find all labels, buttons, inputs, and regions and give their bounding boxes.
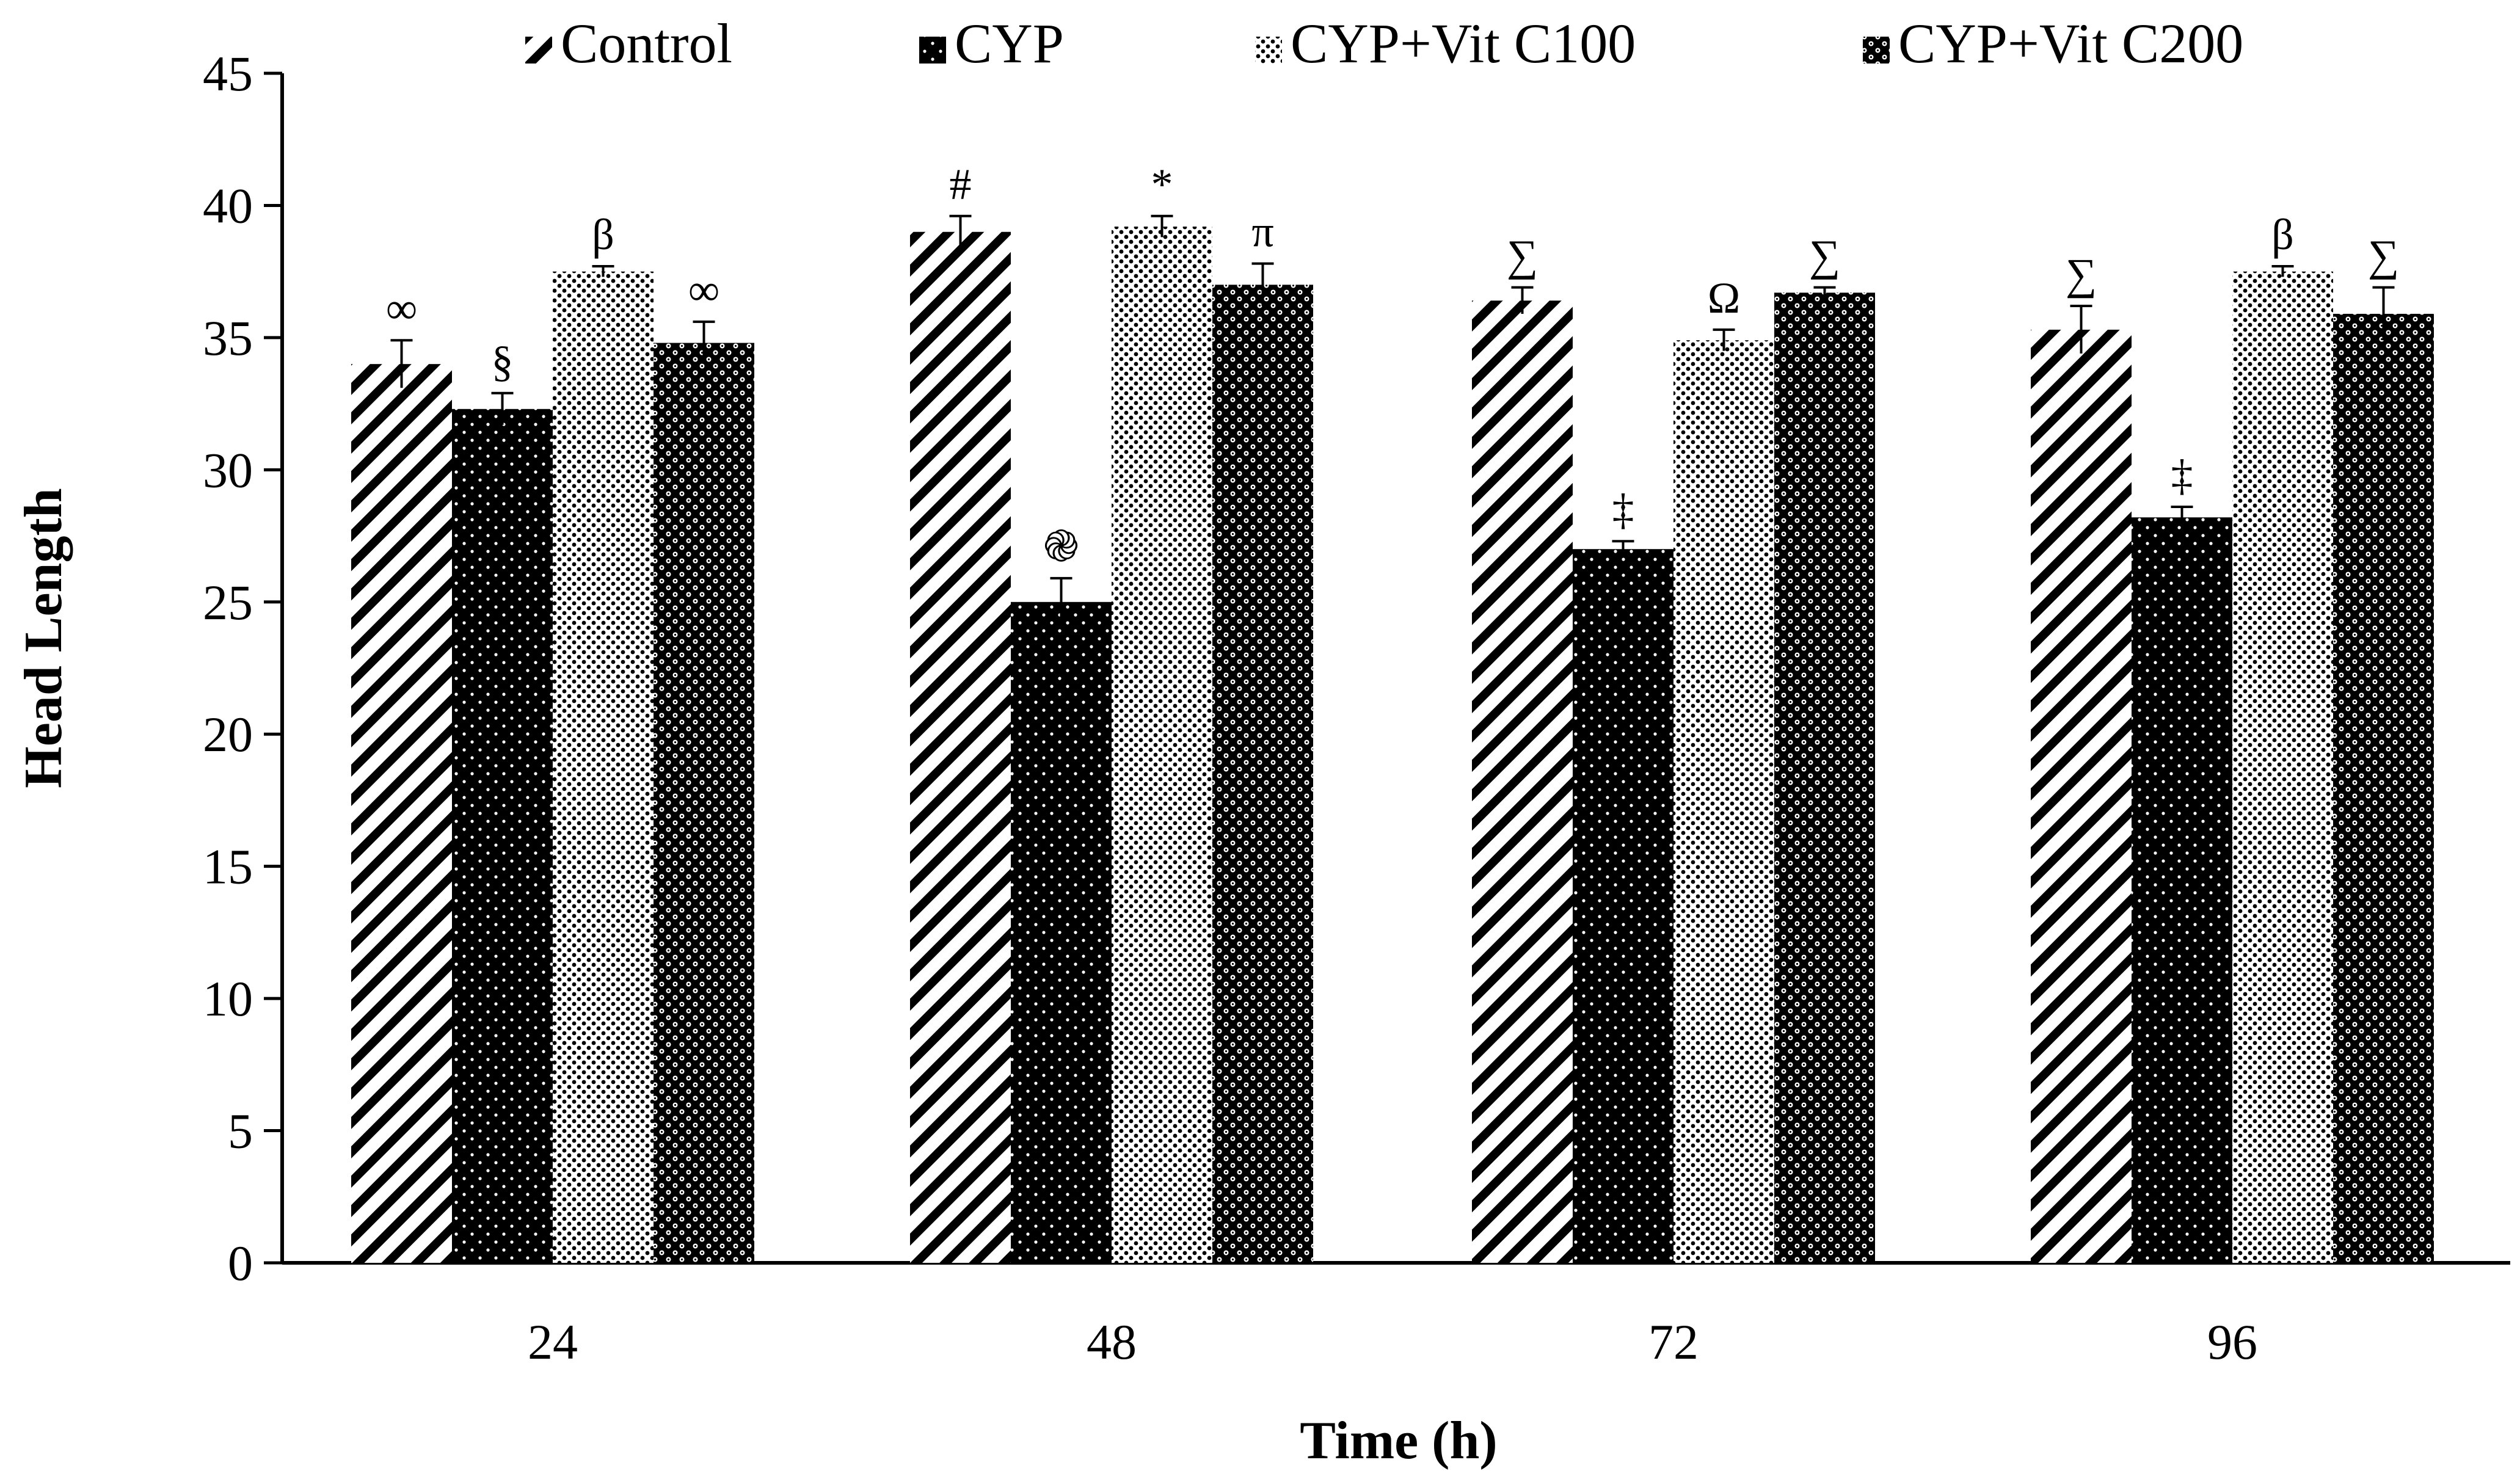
significance-label: β bbox=[2271, 210, 2294, 259]
significance-label: ֎ bbox=[1043, 522, 1079, 571]
bar bbox=[2232, 271, 2333, 1263]
significance-label: ‡ bbox=[1612, 485, 1634, 534]
significance-label: * bbox=[1151, 160, 1173, 209]
bar bbox=[1774, 293, 1875, 1263]
significance-labels: ∞ # ∑ ∑ § ֎ ‡ ‡ β * Ωβ ∞ π ∑ ∑ bbox=[386, 160, 2399, 571]
y-tick-label: 45 bbox=[203, 46, 253, 101]
significance-label: Ω bbox=[1708, 274, 1741, 322]
y-tick-label: 30 bbox=[203, 442, 253, 498]
significance-label: § bbox=[492, 337, 514, 386]
y-tick-label: 25 bbox=[203, 575, 253, 630]
legend-swatch bbox=[1255, 37, 1282, 64]
bar bbox=[1573, 549, 1673, 1263]
significance-label: # bbox=[950, 160, 972, 209]
bar bbox=[1011, 601, 1112, 1263]
x-tick-label: 72 bbox=[1648, 1314, 1699, 1370]
y-tick-label: 10 bbox=[203, 971, 253, 1027]
x-tick-label: 24 bbox=[528, 1314, 578, 1370]
error-bars bbox=[390, 214, 2395, 626]
bar bbox=[1112, 227, 1212, 1263]
legend-swatch bbox=[1863, 37, 1890, 64]
significance-label: ‡ bbox=[2171, 451, 2193, 500]
significance-label: ∑ bbox=[1809, 231, 1840, 280]
y-axis: 0 5 10 15 20 25 30 35 40 45 bbox=[203, 46, 284, 1291]
bar bbox=[910, 231, 1011, 1263]
legend-label: Control bbox=[561, 12, 732, 74]
y-tick-label: 20 bbox=[203, 707, 253, 762]
bar bbox=[2333, 313, 2434, 1263]
legend-label: CYP+Vit C200 bbox=[1898, 12, 2243, 74]
x-tick-label: 96 bbox=[2207, 1314, 2257, 1370]
significance-label: ∞ bbox=[688, 266, 719, 314]
legend: Control CYP CYP+Vit C100 CYP+Vit C200 bbox=[525, 12, 2243, 74]
legend-swatch bbox=[525, 37, 552, 64]
legend-swatch bbox=[919, 37, 946, 64]
significance-label: β bbox=[592, 210, 614, 259]
bar bbox=[1472, 300, 1573, 1263]
bar bbox=[1212, 285, 1313, 1263]
bar bbox=[1673, 340, 1774, 1263]
x-axis-title: Time (h) bbox=[1300, 1411, 1497, 1470]
significance-label: ∑ bbox=[1507, 231, 1538, 280]
y-tick-label: 0 bbox=[228, 1235, 253, 1291]
bar bbox=[2031, 329, 2132, 1263]
significance-label: ∞ bbox=[386, 284, 417, 333]
bar bbox=[2132, 517, 2232, 1263]
bar bbox=[351, 364, 452, 1263]
significance-label: ∑ bbox=[2368, 231, 2399, 280]
y-tick-label: 35 bbox=[203, 310, 253, 366]
y-tick-label: 40 bbox=[203, 178, 253, 233]
legend-label: CYP+Vit C100 bbox=[1291, 12, 1636, 74]
y-tick-label: 15 bbox=[203, 839, 253, 895]
y-axis-title: Head Length bbox=[14, 488, 73, 788]
bars bbox=[351, 227, 2434, 1263]
y-tick-label: 5 bbox=[228, 1103, 253, 1159]
bar bbox=[654, 343, 754, 1263]
significance-label: ∑ bbox=[2066, 250, 2097, 299]
x-axis: 24 48 72 96 bbox=[282, 1261, 2510, 1370]
bar bbox=[553, 271, 654, 1263]
bar bbox=[452, 409, 553, 1263]
significance-label: π bbox=[1251, 208, 1273, 256]
legend-label: CYP bbox=[955, 12, 1064, 74]
x-tick-label: 48 bbox=[1087, 1314, 1137, 1370]
